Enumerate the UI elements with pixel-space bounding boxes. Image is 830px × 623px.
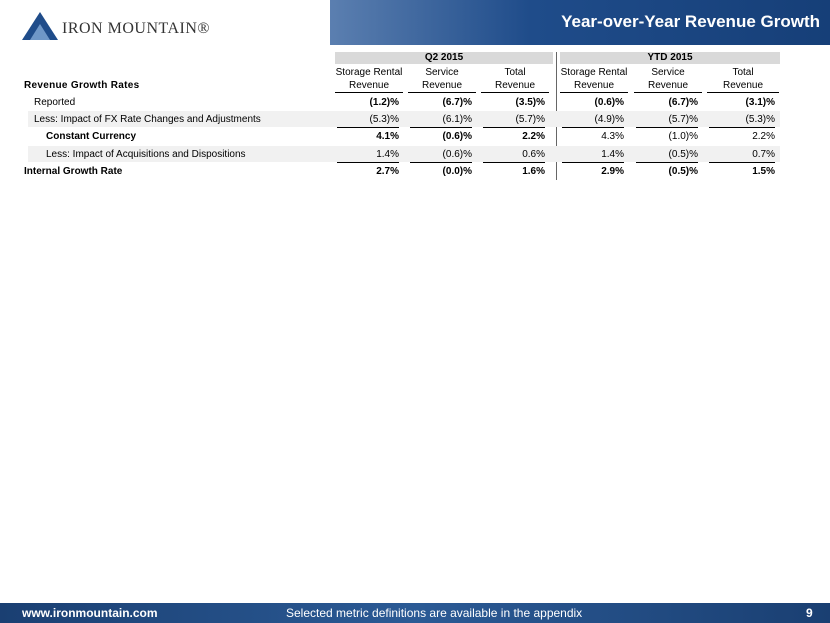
- underline: [636, 162, 698, 163]
- cell-value: (6.7)%: [442, 97, 472, 108]
- header-band: [330, 0, 830, 45]
- cell-value: 0.6%: [522, 149, 545, 160]
- column-header-line: Storage Rental: [560, 67, 628, 78]
- column-header-line: Service: [651, 67, 685, 78]
- column-header-line: Total: [504, 67, 526, 78]
- page-number: 9: [806, 606, 813, 620]
- cell-value: 2.2%: [752, 131, 775, 142]
- underline: [337, 162, 399, 163]
- cell-value: 1.6%: [522, 166, 545, 177]
- row-shade: [28, 146, 780, 162]
- cell-value: 0.7%: [752, 149, 775, 160]
- column-header: Storage Rental Revenue: [560, 66, 628, 93]
- cell-value: (4.9)%: [594, 114, 624, 125]
- column-header: Total Revenue: [481, 66, 549, 93]
- row-header: Revenue Growth Rates: [24, 80, 140, 91]
- underline: [709, 162, 775, 163]
- column-header-line: Service: [425, 67, 459, 78]
- cell-value: (1.2)%: [369, 97, 399, 108]
- cell-value: (0.5)%: [668, 166, 698, 177]
- column-header-line: Storage Rental: [335, 67, 403, 78]
- cell-value: (3.5)%: [515, 97, 545, 108]
- underline: [337, 127, 399, 128]
- column-header-line: Revenue: [647, 80, 689, 91]
- footer-band: [0, 603, 830, 623]
- group-header: YTD 2015: [560, 52, 780, 64]
- cell-value: 1.4%: [376, 149, 399, 160]
- cell-value: (6.7)%: [668, 97, 698, 108]
- underline: [709, 127, 775, 128]
- slide-title: Year-over-Year Revenue Growth: [561, 12, 820, 31]
- column-header-line: Revenue: [722, 80, 764, 91]
- cell-value: (5.7)%: [515, 114, 545, 125]
- column-header: Total Revenue: [707, 66, 779, 93]
- column-header: Storage Rental Revenue: [335, 66, 403, 93]
- column-header-line: Total: [732, 67, 754, 78]
- underline: [483, 127, 545, 128]
- underline: [483, 162, 545, 163]
- row-shade: [28, 111, 780, 127]
- logo-mark: [22, 12, 58, 40]
- cell-value: 4.1%: [376, 131, 399, 142]
- column-header-line: Revenue: [494, 80, 536, 91]
- logo: IRON MOUNTAIN®: [62, 20, 211, 37]
- footer-note: Selected metric definitions are availabl…: [286, 606, 583, 620]
- column-header-line: Revenue: [421, 80, 463, 91]
- cell-value: 1.5%: [752, 166, 775, 177]
- cell-value: (1.0)%: [668, 131, 698, 142]
- column-header-line: Revenue: [573, 80, 615, 91]
- row-label: Less: Impact of FX Rate Changes and Adju…: [34, 114, 261, 125]
- column-header: Service Revenue: [408, 66, 476, 93]
- underline: [410, 162, 472, 163]
- underline: [636, 127, 698, 128]
- cell-value: 2.9%: [601, 166, 624, 177]
- cell-value: 2.2%: [522, 131, 545, 142]
- cell-value: 4.3%: [601, 131, 624, 142]
- underline: [562, 162, 624, 163]
- row-label: Less: Impact of Acquisitions and Disposi…: [46, 149, 246, 160]
- column-header: Service Revenue: [634, 66, 702, 93]
- cell-value: (0.6)%: [442, 149, 472, 160]
- underline: [410, 127, 472, 128]
- group-header: Q2 2015: [335, 52, 553, 64]
- row-label: Constant Currency: [46, 131, 137, 142]
- cell-value: 2.7%: [376, 166, 399, 177]
- footer-url: www.ironmountain.com: [22, 606, 158, 620]
- cell-value: 1.4%: [601, 149, 624, 160]
- cell-value: (0.0)%: [442, 166, 472, 177]
- cell-value: (3.1)%: [745, 97, 775, 108]
- cell-value: (0.5)%: [668, 149, 698, 160]
- cell-value: (0.6)%: [442, 131, 472, 142]
- cell-value: (5.3)%: [369, 114, 399, 125]
- cell-value: (0.6)%: [594, 97, 624, 108]
- column-header-line: Revenue: [348, 80, 390, 91]
- row-label: Reported: [34, 97, 76, 108]
- cell-value: (5.3)%: [745, 114, 775, 125]
- cell-value: (5.7)%: [668, 114, 698, 125]
- underline: [562, 127, 624, 128]
- cell-value: (6.1)%: [442, 114, 472, 125]
- row-label: Internal Growth Rate: [24, 166, 123, 177]
